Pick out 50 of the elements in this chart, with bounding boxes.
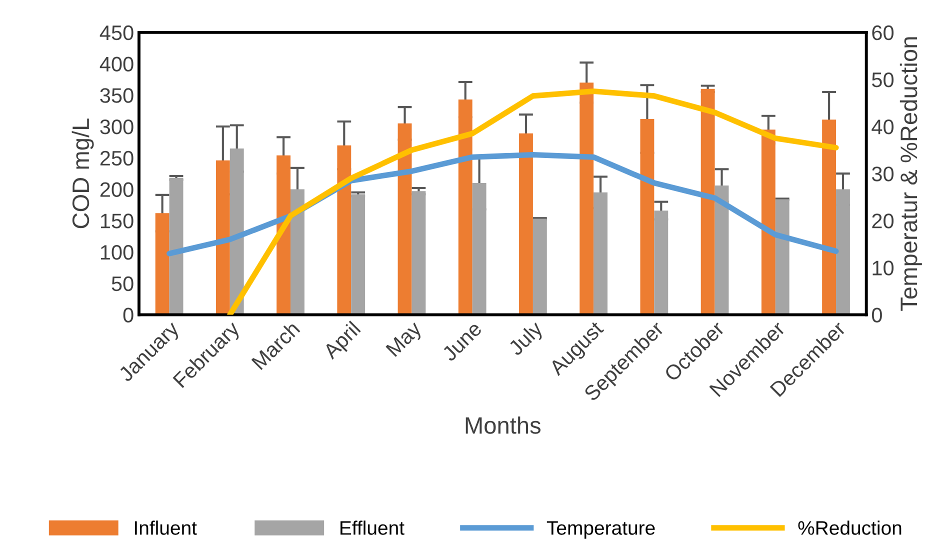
bar <box>775 199 790 315</box>
y-tick-label: 50 <box>112 276 134 292</box>
y-tick-label: 0 <box>123 308 134 322</box>
bar <box>351 194 366 315</box>
y-tick-label: 150 <box>100 214 134 228</box>
bar <box>472 182 486 315</box>
y2-axis-title: Temperatur & %Reduction <box>900 37 922 311</box>
y2-tick-label: 60 <box>872 25 894 40</box>
bar <box>412 191 426 315</box>
y2-tick-label: 30 <box>872 166 894 182</box>
bar <box>155 213 170 315</box>
y-tick-label: 350 <box>100 88 134 103</box>
bar <box>594 192 608 315</box>
y-axis-title: COD mg/L <box>72 118 94 228</box>
y2-tick-label: 10 <box>872 260 894 276</box>
bar <box>230 148 244 315</box>
y2-tick-label: 20 <box>872 214 894 228</box>
bar <box>761 130 776 315</box>
bar <box>700 88 715 315</box>
legend-label: %Reduction <box>798 520 902 535</box>
y2-tick-label: 50 <box>872 72 894 88</box>
y-tick-label: 450 <box>100 25 134 40</box>
bar <box>532 218 547 315</box>
y-tick-label: 100 <box>100 244 134 260</box>
x-tick-label: July <box>506 320 547 360</box>
bar <box>337 145 352 315</box>
x-axis-title: Months <box>466 416 541 434</box>
legend-label: Temperature <box>546 521 655 539</box>
bar <box>216 160 230 315</box>
y-tick-label: 200 <box>100 182 134 198</box>
bar <box>398 123 412 315</box>
bar <box>290 189 304 315</box>
bar <box>836 189 850 315</box>
bar <box>458 100 472 315</box>
legend-label: Influent <box>135 520 197 535</box>
bar <box>276 155 291 315</box>
legend-label: Effluent <box>340 520 404 535</box>
x-tick-label: May <box>386 320 426 360</box>
bar <box>822 120 836 315</box>
bar <box>580 82 594 315</box>
y-tick-label: 300 <box>100 120 134 134</box>
bar <box>640 118 654 315</box>
y-tick-label: 400 <box>100 56 134 72</box>
bar <box>714 185 729 315</box>
y-tick-label: 250 <box>100 150 134 166</box>
y2-tick-label: 0 <box>872 308 882 322</box>
y2-tick-label: 40 <box>872 120 894 134</box>
bar <box>654 210 668 315</box>
bar <box>519 133 533 315</box>
bar <box>169 178 184 315</box>
